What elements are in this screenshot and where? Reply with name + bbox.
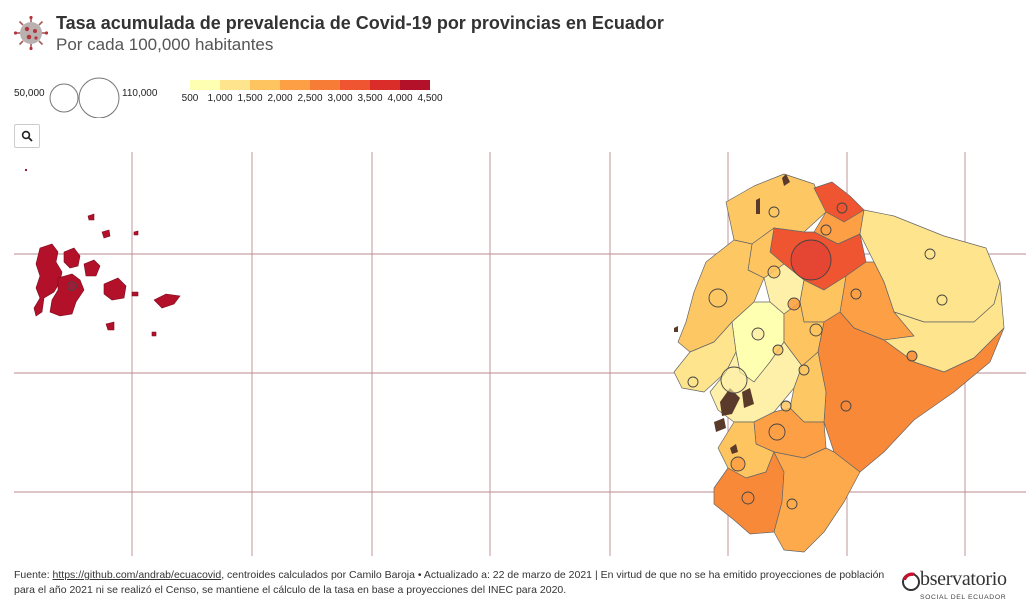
color-legend-tick: 4,000 xyxy=(387,93,413,104)
color-legend-swatch xyxy=(310,80,340,90)
size-legend-large-circle xyxy=(78,77,120,118)
centroid-santo-domingo[interactable] xyxy=(767,265,781,279)
color-legend-tick: 3,500 xyxy=(357,93,383,104)
color-legend-tick: 4,500 xyxy=(417,93,443,104)
footer-source-prefix: Fuente: xyxy=(14,569,53,581)
brand-subname: SOCIAL DEL ECUADOR xyxy=(920,594,1007,601)
province-zamora-chinchipe[interactable] xyxy=(773,447,861,553)
size-legend-circles xyxy=(49,77,120,118)
legend: 50,000 110,000 500 1,000 1,500 2,000 2,500 3,… xyxy=(0,70,460,118)
coastline-details xyxy=(674,174,790,454)
color-legend-swatch xyxy=(190,80,220,90)
island-floreana xyxy=(105,321,115,331)
brand-name: bservatorio xyxy=(920,568,1007,590)
centroid-cotopaxi[interactable] xyxy=(787,297,801,311)
color-legend-tick: 1,500 xyxy=(237,93,263,104)
color-legend-swatch xyxy=(250,80,280,90)
centroid-canar[interactable] xyxy=(780,400,792,412)
centroid-napo[interactable] xyxy=(850,288,862,300)
island-marchena xyxy=(101,229,111,239)
centroid-imbabura[interactable] xyxy=(820,224,832,236)
province-centroids xyxy=(687,202,948,510)
island-isabela xyxy=(33,243,63,317)
page-subtitle: Por cada 100,000 habitantes xyxy=(56,35,274,54)
color-legend-ticks: 500 1,000 1,500 2,000 2,500 3,000 3,500 4,000 4,… xyxy=(182,93,450,107)
island-santiago xyxy=(83,259,101,277)
color-legend-swatches xyxy=(190,80,450,90)
footer-source: Fuente: https://github.com/andrab/ecuaco… xyxy=(14,568,894,598)
centroid-carchi[interactable] xyxy=(836,202,848,214)
search-icon xyxy=(21,130,33,142)
color-legend-tick: 2,500 xyxy=(297,93,323,104)
centroid-zamora-chinchipe[interactable] xyxy=(786,498,798,510)
island-pinta xyxy=(87,213,95,221)
centroid-pichincha[interactable] xyxy=(790,239,832,281)
color-legend-tick: 500 xyxy=(181,93,199,104)
color-legend-swatch xyxy=(400,80,430,90)
size-legend-large-label: 110,000 xyxy=(122,88,158,99)
island-genovesa xyxy=(133,230,139,236)
centroid-el-oro[interactable] xyxy=(730,456,746,472)
color-legend-tick: 2,000 xyxy=(267,93,293,104)
galapagos-islands xyxy=(24,168,181,337)
island-san-cristobal xyxy=(153,293,181,309)
centroid-manabi[interactable] xyxy=(708,288,728,308)
island-espanola xyxy=(151,331,157,337)
brand-logo: bservatorio SOCIAL DEL ECUADOR xyxy=(900,566,1016,606)
centroid-loja[interactable] xyxy=(741,491,755,505)
centroid-bolivar[interactable] xyxy=(772,344,784,356)
centroid-morona-santiago[interactable] xyxy=(840,400,852,412)
centroid-tungurahua[interactable] xyxy=(809,323,823,337)
centroid-guayas[interactable] xyxy=(720,366,748,394)
mainland-provinces xyxy=(673,173,1005,553)
centroid-chimborazo[interactable] xyxy=(798,364,810,376)
island-santa-cruz xyxy=(103,277,127,301)
island-fernandina xyxy=(63,247,81,269)
color-legend-swatch xyxy=(370,80,400,90)
island-darwin xyxy=(24,168,28,172)
centroid-los-rios[interactable] xyxy=(751,327,765,341)
size-legend-small-label: 50,000 xyxy=(14,88,45,99)
island-santa-fe xyxy=(131,291,139,297)
map-search-button[interactable] xyxy=(14,124,40,148)
centroid-santa-elena[interactable] xyxy=(687,376,699,388)
map[interactable] xyxy=(14,152,1026,556)
centroid-azuay[interactable] xyxy=(768,423,786,441)
footer-note: , centroides calculados por Camilo Baroj… xyxy=(14,569,885,596)
color-legend-tick: 1,000 xyxy=(207,93,233,104)
virus-icon xyxy=(14,16,48,50)
centroid-galapagos[interactable] xyxy=(67,281,77,291)
centroid-esmeraldas[interactable] xyxy=(768,206,780,218)
centroid-pastaza[interactable] xyxy=(906,350,918,362)
size-legend: 50,000 110,000 xyxy=(14,74,184,118)
centroid-sucumbios[interactable] xyxy=(924,248,936,260)
centroid-orellana[interactable] xyxy=(936,294,948,306)
color-legend-tick: 3,000 xyxy=(327,93,353,104)
header: Tasa acumulada de prevalencia de Covid-1… xyxy=(14,12,664,56)
color-legend-swatch xyxy=(340,80,370,90)
color-legend-swatch xyxy=(280,80,310,90)
color-legend-swatch xyxy=(220,80,250,90)
size-legend-small-circle xyxy=(49,83,79,113)
color-legend: 500 1,000 1,500 2,000 2,500 3,000 3,500 4,000 4,… xyxy=(182,80,450,114)
footer-source-link[interactable]: https://github.com/andrab/ecuacovid xyxy=(52,569,222,581)
page-title: Tasa acumulada de prevalencia de Covid-1… xyxy=(56,13,664,33)
brand-o-icon xyxy=(902,572,920,591)
